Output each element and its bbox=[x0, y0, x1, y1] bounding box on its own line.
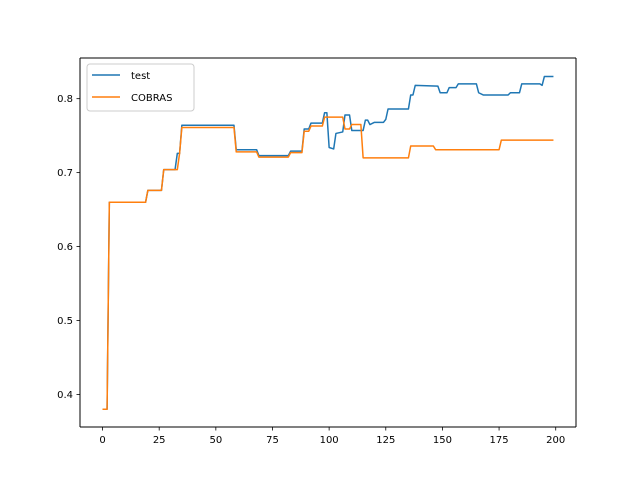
y-tick-label: 0.7 bbox=[57, 168, 73, 179]
x-tick-label: 50 bbox=[209, 435, 222, 446]
x-tick-label: 150 bbox=[433, 435, 452, 446]
plot-area bbox=[80, 58, 576, 427]
x-tick-label: 100 bbox=[320, 435, 339, 446]
x-axis-ticks: 0 25 50 75 100 125 150 175 200 bbox=[99, 427, 565, 446]
y-tick-label: 0.8 bbox=[57, 94, 73, 105]
x-tick-label: 25 bbox=[153, 435, 166, 446]
legend: test COBRAS bbox=[86, 63, 195, 112]
series-line-cobras bbox=[102, 116, 554, 410]
y-tick-label: 0.5 bbox=[57, 316, 73, 327]
x-tick-label: 75 bbox=[266, 435, 279, 446]
y-tick-label: 0.4 bbox=[57, 390, 73, 401]
x-tick-label: 200 bbox=[546, 435, 565, 446]
axes-frame bbox=[79, 57, 577, 428]
x-tick-label: 0 bbox=[99, 435, 105, 446]
series-layer bbox=[102, 75, 554, 410]
legend-label-test: test bbox=[131, 71, 150, 82]
y-axis-ticks: 0.4 0.5 0.6 0.7 0.8 bbox=[57, 94, 80, 401]
legend-label-cobras: COBRAS bbox=[131, 93, 172, 104]
y-tick-label: 0.6 bbox=[57, 242, 73, 253]
x-tick-label: 125 bbox=[376, 435, 395, 446]
x-tick-label: 175 bbox=[490, 435, 509, 446]
